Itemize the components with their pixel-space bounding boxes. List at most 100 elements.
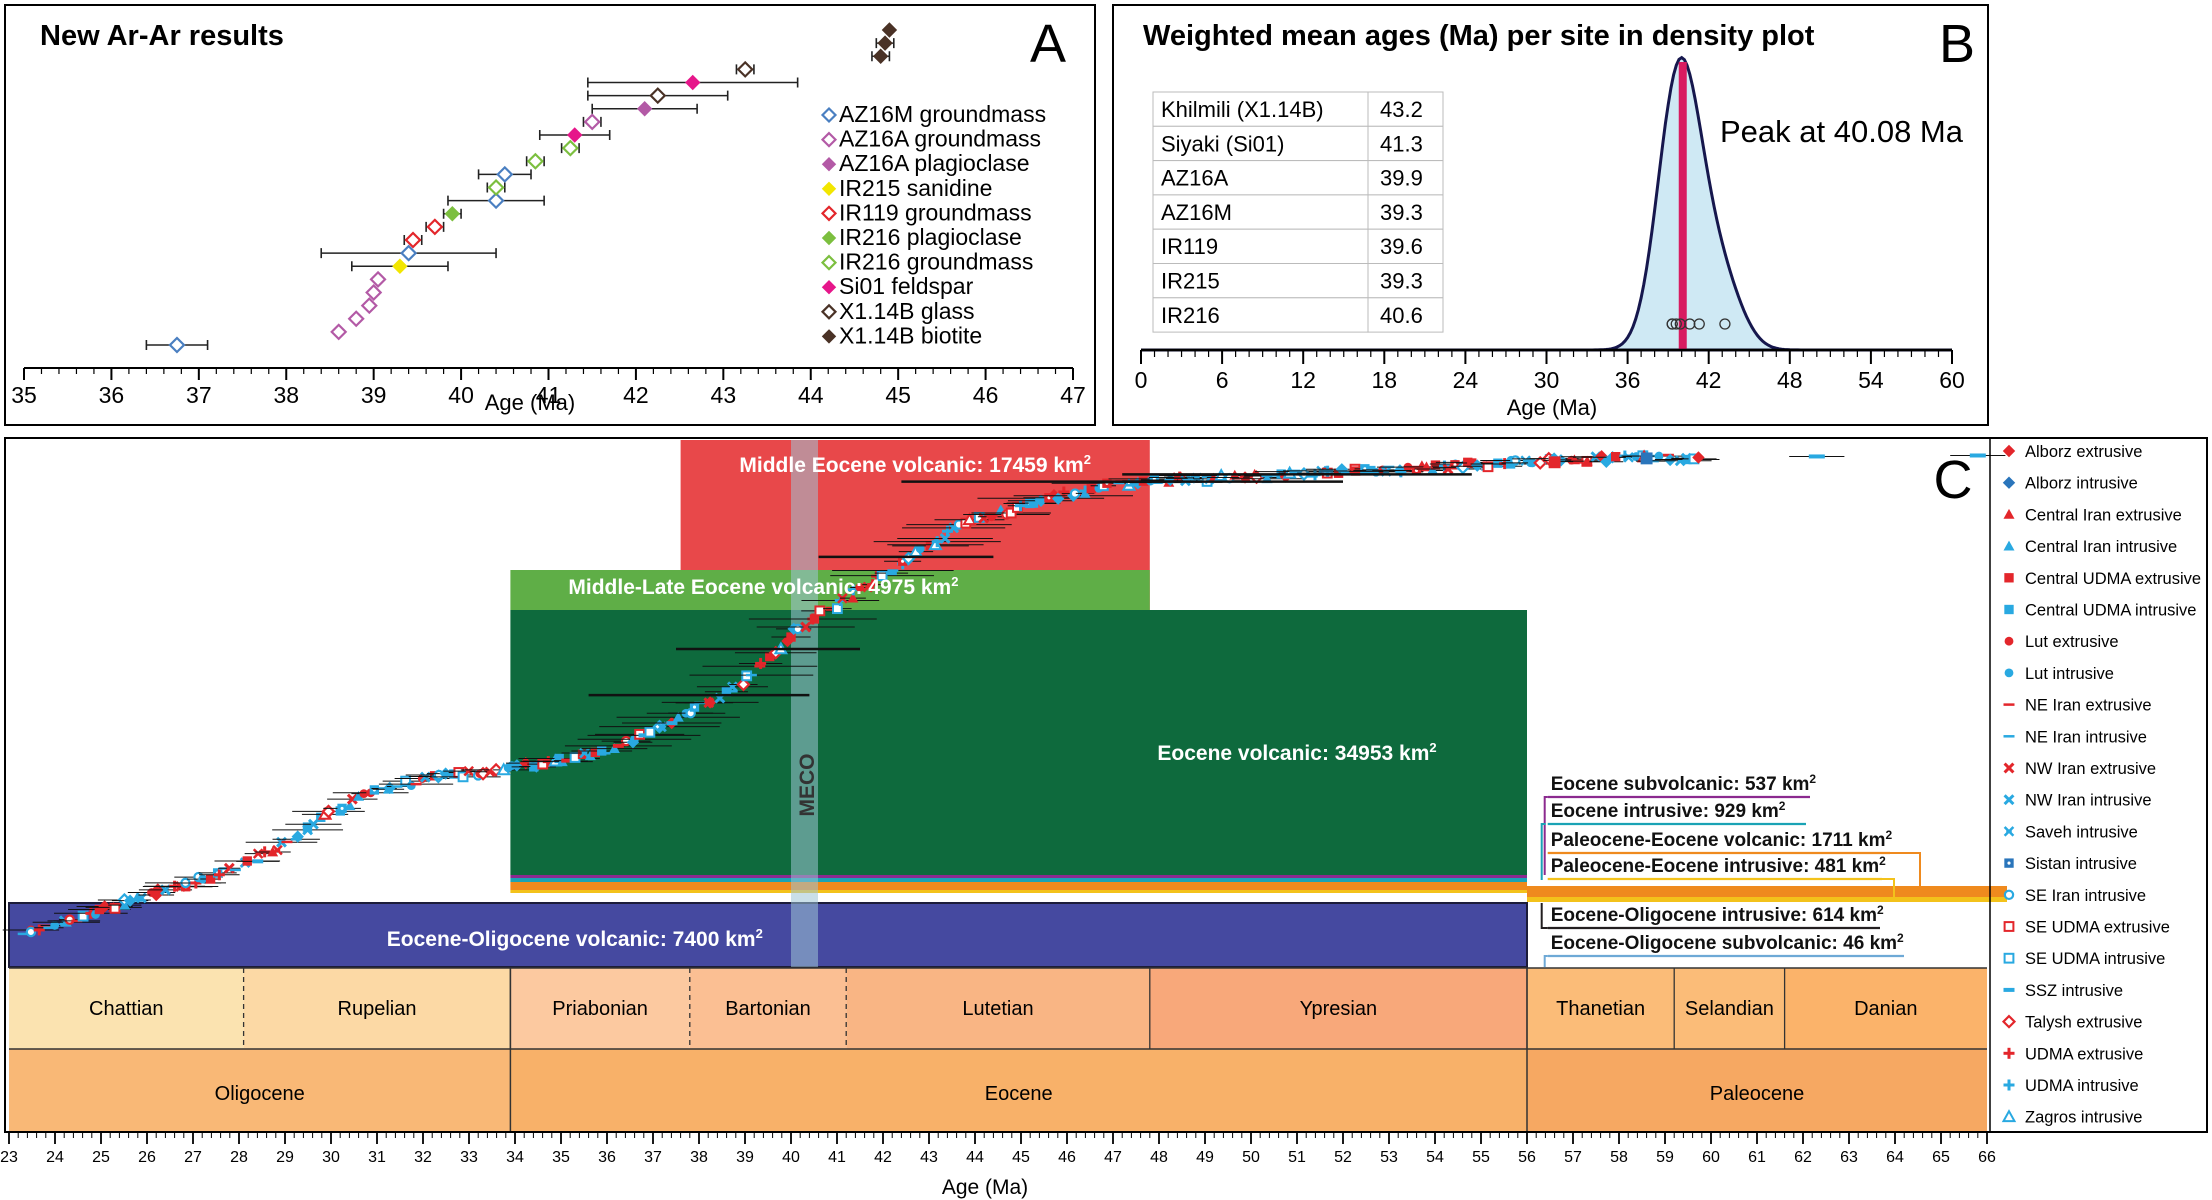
panel-c-legend-marker (2001, 1109, 2017, 1123)
panel-c-tick-label: 39 (736, 1149, 754, 1166)
panel-c-point (584, 750, 596, 761)
panel-c-point (337, 803, 347, 814)
panel-c-tick-label: 42 (874, 1149, 892, 1166)
panel-c-point (302, 822, 313, 832)
panel-b-table-cell (1152, 125, 1369, 162)
panel-b-table-cell (1367, 91, 1444, 127)
panel-c-label-middle-late-eocene: Middle-Late Eocene volcanic: 4975 km2 (568, 574, 958, 599)
panel-a-legend-marker (821, 279, 837, 295)
panel-c-tick-label: 34 (506, 1149, 524, 1166)
panel-c-legend-marker (2003, 889, 2015, 901)
panel-c-point (419, 771, 431, 783)
panel-c-stage-label: Danian (1854, 998, 1917, 1020)
panel-c-area-eocene-oligocene (8, 902, 1528, 968)
panel-c-point (1015, 500, 1027, 512)
panel-c-legend-marker (2003, 762, 2015, 774)
panel-c-legend-label: Alborz intrusive (2025, 475, 2138, 493)
panel-c-point (814, 605, 826, 617)
panel-a-legend-label: IR215 sanidine (839, 175, 992, 201)
panel-b-table-age: 39.3 (1380, 200, 1423, 225)
panel-a-tick-label: 46 (973, 382, 999, 408)
panel-a-legend-marker (821, 329, 837, 344)
panel-c-tick-label: 54 (1426, 1149, 1444, 1166)
panel-c-tick-label: 53 (1380, 1149, 1398, 1166)
panel-c-point (1581, 455, 1593, 466)
panel-b-table-cell (1367, 160, 1444, 196)
panel-b-table-site: IR119 (1161, 234, 1218, 259)
panel-a-point (736, 60, 754, 78)
panel-c-legend-marker (2002, 444, 2016, 458)
panel-b-tick-label: 60 (1939, 367, 1965, 393)
panel-c-point (1430, 460, 1441, 470)
panel-c-tick-label: 45 (1012, 1149, 1030, 1166)
panel-c-tick-label: 60 (1702, 1149, 1720, 1166)
panel-c-legend-label: Lut intrusive (2025, 665, 2114, 683)
panel-a-legend-marker (820, 303, 838, 320)
panel-c-tick-label: 43 (920, 1149, 938, 1166)
panel-a-point (168, 336, 186, 354)
panel-b-table-age: 41.3 (1380, 131, 1423, 156)
panel-c-label-small-0: Eocene subvolcanic: 537 km2 (1551, 772, 1817, 795)
panel-c-legend-label: Zagros intrusive (2025, 1109, 2142, 1127)
panel-c-stage-label: Selandian (1685, 998, 1774, 1020)
panel-c-letter: C (1934, 450, 1973, 510)
panel-b-tick-label: 54 (1858, 367, 1884, 393)
panel-a-letter: A (1030, 14, 1066, 74)
panel-c-udma-point (1548, 456, 1561, 469)
panel-c-tick-label: 51 (1288, 1149, 1306, 1166)
panel-c-stage-label: Ypresian (1300, 998, 1377, 1020)
panel-c-point (608, 743, 620, 754)
panel-c-axis: 23 24 25 26 27 28 29 30 31 32 33 34 35 36 37 38 39 40 41 42… (0, 1131, 1996, 1166)
panel-a-point (392, 258, 408, 274)
panel-c-tick-label: 50 (1242, 1149, 1260, 1166)
panel-c-legend-label: UDMA intrusive (2025, 1077, 2139, 1095)
panel-c-epoch-box (9, 1049, 511, 1132)
panel-c-tick-label: 49 (1196, 1149, 1214, 1166)
panel-c-point (644, 726, 656, 738)
panel-c-epoch-label: Eocene (985, 1083, 1053, 1105)
panel-c-point (897, 556, 908, 566)
panel-b-peak-line (1678, 62, 1687, 350)
panel-b-table-age: 40.6 (1380, 303, 1423, 328)
panel-b-tick-label: 0 (1135, 367, 1148, 393)
panel-b-table-cell (1152, 263, 1369, 299)
panel-a-point (496, 165, 514, 183)
panel-b-tick-label: 48 (1777, 367, 1803, 393)
panel-c-point (1692, 451, 1705, 464)
panel-c-point (689, 702, 700, 712)
panel-c-connector (1540, 823, 1546, 880)
panel-c-tick-label: 41 (828, 1149, 846, 1166)
panel-c-point (561, 758, 573, 763)
panel-c-label-middle-eocene: Middle Eocene volcanic: 17459 km2 (739, 452, 1091, 477)
panel-c-point (1467, 458, 1477, 468)
panel-c-legend-label: Talysh extrusive (2025, 1014, 2142, 1032)
panel-c-tick-label: 30 (322, 1149, 340, 1166)
panel-b-tick-label: 6 (1216, 367, 1229, 393)
panel-a-frame (4, 4, 1096, 426)
panel-c-point (223, 862, 235, 874)
panel-b-tick-label: 42 (1696, 367, 1722, 393)
panel-c-legend-marker (2003, 1047, 2015, 1059)
panel-b-table-age: 43.2 (1380, 97, 1423, 122)
panel-c-legend-marker (2003, 987, 2015, 992)
panel-c-point (353, 790, 365, 801)
panel-c-point (50, 921, 60, 930)
panel-c-stage-box (1149, 968, 1527, 1049)
panel-c-legend-label: SE Iran intrusive (2025, 887, 2146, 905)
panel-c-tick-label: 32 (414, 1149, 432, 1166)
panel-a-legend-label: IR216 plagioclase (839, 224, 1022, 250)
panel-c-point (831, 603, 843, 615)
panel-c-point (1086, 483, 1096, 494)
panel-c-point (25, 926, 37, 938)
panel-c-legend-label: SE UDMA extrusive (2025, 919, 2170, 937)
panel-a-point (400, 244, 418, 262)
panel-a-legend-marker (820, 205, 838, 222)
panel-a-tick-label: 43 (711, 382, 737, 408)
panel-a-point (369, 270, 387, 288)
panel-a-point (636, 101, 653, 117)
panel-c-timescale: Chattian Rupelian Priabonian Bartonian Lutet… (9, 967, 1987, 1132)
panel-c-tick-label: 28 (230, 1149, 248, 1166)
panel-c-point (1611, 452, 1621, 462)
panel-c-point (1028, 498, 1039, 508)
